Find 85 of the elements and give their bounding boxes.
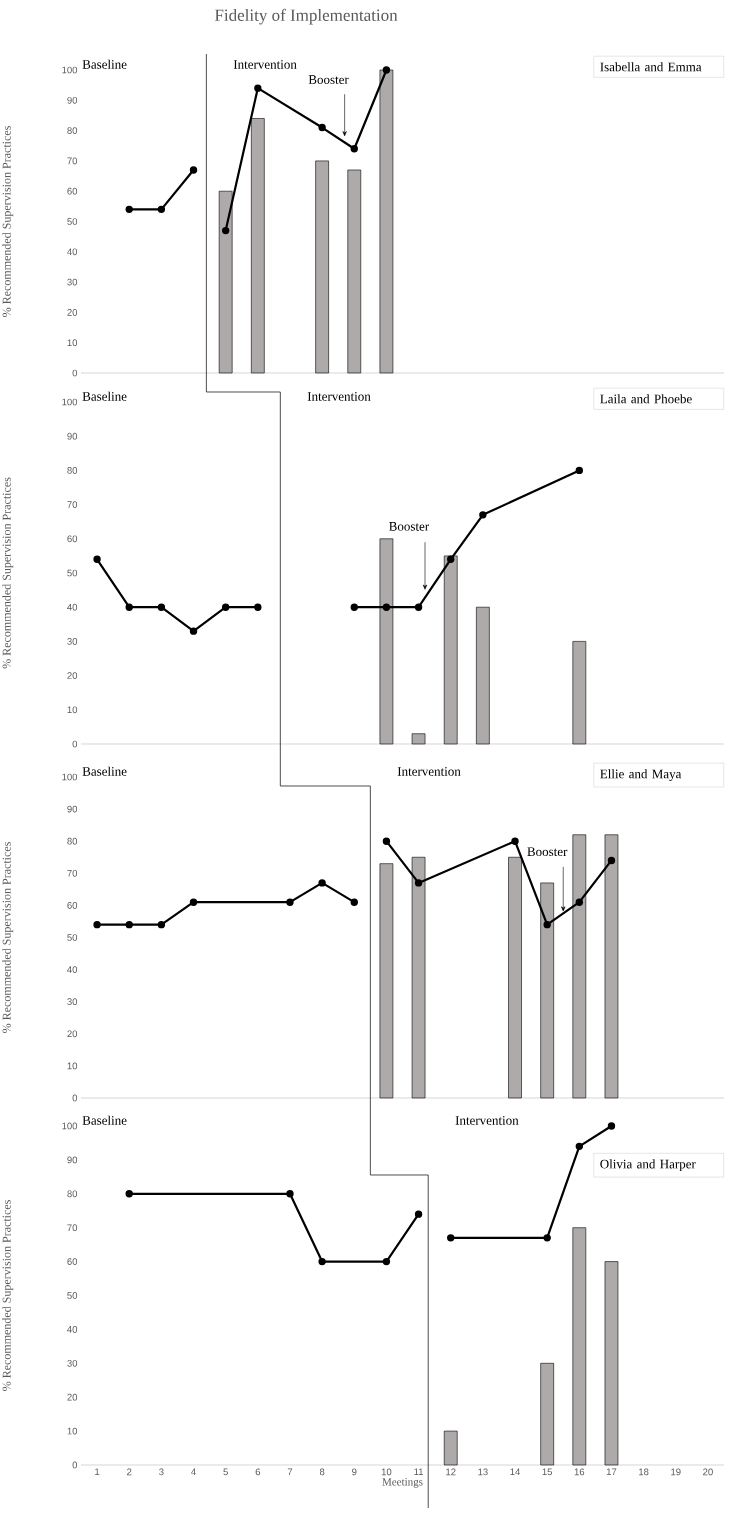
y-tick-label: 20 [67, 1030, 78, 1038]
x-axis-title: Meetings [382, 1478, 423, 1488]
x-tick-label: 6 [255, 1468, 261, 1476]
y-tick-label: 100 [62, 66, 78, 74]
y-axis-title: % Recommended Supervision Practices [2, 1200, 14, 1391]
x-tick-label: 9 [352, 1468, 357, 1476]
annotation: Booster [389, 522, 430, 531]
y-tick-label: 90 [67, 432, 78, 440]
y-tick-label: 60 [67, 902, 78, 909]
x-tick-label: 10 [381, 1468, 392, 1476]
y-tick-label: 100 [62, 398, 78, 406]
x-tick-label: 19 [671, 1468, 681, 1476]
y-tick-label: 80 [67, 837, 78, 845]
x-tick-label: 1 [95, 1468, 100, 1476]
y-axis-title: % Recommended Supervision Practices [2, 126, 14, 317]
y-tick-label: 0 [72, 1461, 78, 1469]
x-tick-label: 12 [446, 1468, 456, 1476]
y-tick-label: 0 [72, 1094, 78, 1102]
text: Intervention [233, 60, 297, 69]
x-tick-label: 18 [639, 1468, 649, 1476]
x-tick-label: 2 [127, 1468, 132, 1476]
text: Olivia and Harper [600, 1159, 696, 1172]
y-tick-label: 20 [67, 1393, 78, 1401]
x-tick-label: 5 [223, 1468, 228, 1476]
x-tick-label: 11 [414, 1468, 424, 1476]
chart-title: Fidelity of Implementation [214, 8, 398, 25]
x-tick-label: 17 [606, 1468, 617, 1476]
y-axis-title: % Recommended Supervision Practices [2, 842, 14, 1033]
y-tick-label: 80 [67, 467, 78, 474]
y-tick-label: 50 [67, 569, 78, 577]
y-tick-label: 0 [72, 369, 78, 377]
chart-subtitle: Ellie and Maya [600, 769, 682, 782]
y-tick-label: 30 [67, 998, 78, 1006]
y-tick-label: 50 [67, 934, 78, 941]
y-tick-label: 20 [67, 672, 78, 679]
x-tick-label: 16 [574, 1468, 585, 1476]
y-tick-label: 20 [67, 309, 78, 316]
y-tick-label: 50 [67, 1292, 78, 1299]
y-tick-label: 60 [67, 535, 78, 543]
y-tick-label: 70 [67, 157, 78, 165]
x-tick-label: 7 [287, 1468, 293, 1476]
chart-subtitle: Laila and Phoebe [600, 394, 692, 404]
text: Intervention [397, 767, 461, 776]
y-tick-label: 90 [67, 805, 78, 813]
y-tick-label: 100 [62, 1122, 78, 1130]
x-tick-label: 20 [703, 1468, 713, 1476]
text: Intervention [307, 392, 371, 401]
text: Baseline [82, 766, 127, 776]
y-tick-label: 70 [67, 1224, 78, 1232]
y-tick-label: 10 [67, 1427, 78, 1435]
y-tick-label: 60 [67, 187, 78, 195]
x-tick-label: 14 [510, 1468, 521, 1476]
y-tick-label: 40 [67, 966, 78, 973]
y-tick-label: 90 [67, 1156, 78, 1164]
x-tick-label: 8 [319, 1468, 325, 1476]
y-tick-label: 70 [67, 869, 78, 877]
y-tick-label: 90 [67, 96, 78, 104]
y-tick-label: 10 [67, 1062, 78, 1070]
x-tick-label: 4 [191, 1468, 196, 1476]
text: Baseline [82, 391, 127, 401]
y-tick-label: 40 [67, 1326, 78, 1333]
x-tick-label: 13 [478, 1468, 488, 1476]
y-tick-label: 10 [67, 339, 78, 347]
annotation: Booster [527, 847, 568, 857]
y-tick-label: 40 [67, 248, 78, 256]
chart-subtitle: Isabella and Emma [600, 62, 702, 72]
text: Baseline [82, 59, 127, 69]
y-tick-label: 80 [67, 1190, 78, 1198]
text: Intervention [455, 1116, 519, 1125]
y-tick-label: 60 [67, 1258, 78, 1265]
text: Baseline [82, 1115, 127, 1125]
x-tick-label: 3 [159, 1468, 164, 1476]
y-tick-label: 40 [67, 603, 78, 611]
x-tick-label: 15 [542, 1468, 553, 1476]
y-tick-label: 30 [67, 638, 78, 645]
y-tick-label: 50 [67, 218, 78, 225]
y-tick-label: 70 [67, 501, 78, 508]
y-tick-label: 0 [72, 740, 78, 748]
y-tick-label: 30 [67, 1359, 78, 1367]
y-tick-label: 100 [62, 773, 78, 781]
y-axis-title: % Recommended Supervision Practices [2, 477, 14, 669]
y-tick-label: 10 [67, 706, 78, 714]
annotation: Booster [308, 75, 349, 84]
y-tick-label: 30 [67, 278, 78, 286]
y-tick-label: 80 [67, 127, 78, 134]
